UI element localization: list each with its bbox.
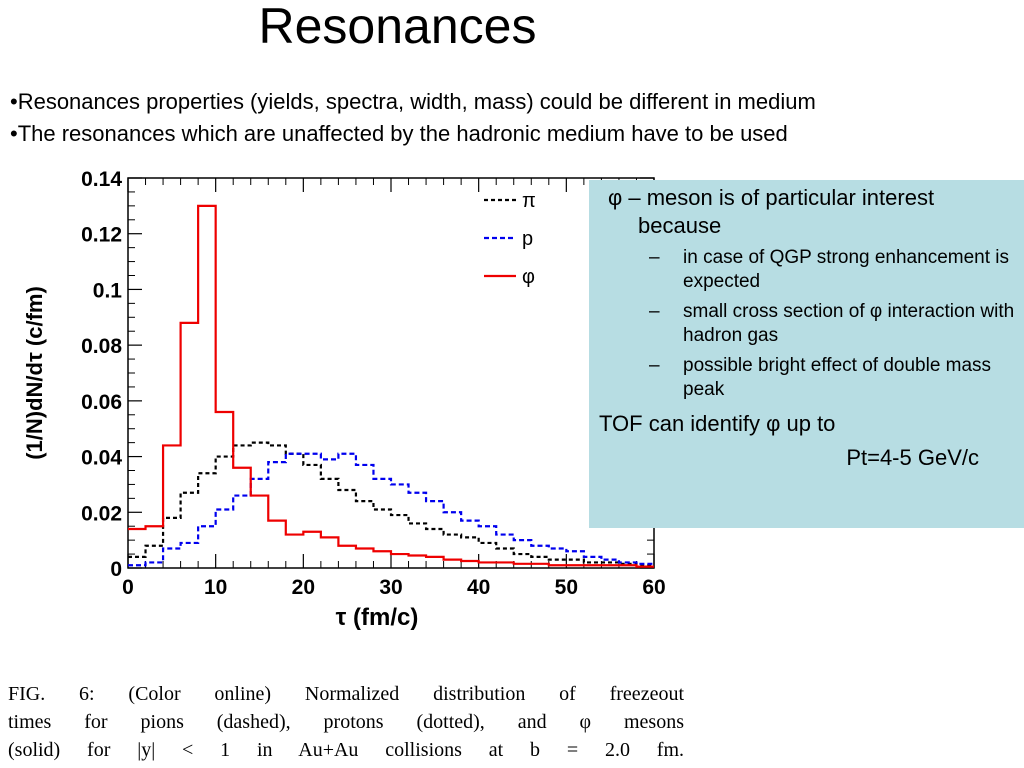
y-tick-label: 0.14: [81, 168, 122, 191]
callout-lead: φ – meson is of particular interest beca…: [608, 185, 935, 238]
x-tick-label: 30: [379, 576, 402, 599]
callout-item-text: in case of QGP strong enhancement is exp…: [683, 247, 1009, 292]
legend-label: p: [522, 228, 533, 250]
caption-line: FIG. 6: (Color online) Normalized distri…: [8, 683, 684, 705]
figure-caption: FIG. 6: (Color online) Normalized distri…: [8, 680, 684, 764]
bullet-item: •The resonances which are unaffected by …: [10, 121, 788, 146]
bullet-item: •Resonances properties (yields, spectra,…: [10, 89, 816, 114]
series-line-1: [128, 452, 654, 567]
x-tick-labels: 0 10 20 30 40 50 60: [122, 576, 666, 599]
x-tick-label: 60: [642, 576, 665, 599]
legend-label: π: [522, 190, 536, 212]
callout-item: – in case of QGP strong enhancement is ex…: [599, 246, 1015, 294]
y-tick-label: 0.12: [81, 224, 122, 247]
y-tick-label: 0.06: [81, 391, 122, 414]
x-tick-label: 50: [555, 576, 578, 599]
x-tick-label: 40: [467, 576, 490, 599]
slide-title: Resonances: [258, 0, 537, 54]
caption-line: times for pions (dashed), protons (dotte…: [8, 711, 684, 733]
series-line-2: [128, 204, 654, 568]
callout-item-text: small cross section of φ interaction wit…: [683, 301, 1015, 346]
y-tick-label: 0: [110, 558, 122, 581]
dash-mark: –: [649, 355, 660, 376]
series-line-0: [128, 441, 654, 567]
legend: πpφ: [484, 190, 536, 288]
pt-line: Pt=4-5 GeV/c: [846, 445, 979, 470]
tof-line: TOF can identify φ up to: [599, 411, 836, 436]
dash-mark: –: [649, 301, 660, 322]
freezeout-chart: 0 0.02 0.04 0.06 0.08 0.1 0.12 0.14 0 10 20 30 40 50…: [22, 168, 666, 631]
dash-mark: –: [649, 247, 660, 268]
x-tick-label: 10: [204, 576, 227, 599]
y-tick-label: 0.08: [81, 335, 122, 358]
callout-item-text: possible bright effect of double mass pe…: [683, 355, 992, 400]
series-layer: [128, 204, 654, 568]
bullet-list: •Resonances properties (yields, spectra,…: [10, 86, 1020, 150]
x-axis-label: τ (fm/c): [336, 604, 419, 631]
x-tick-label: 20: [292, 576, 315, 599]
legend-label: φ: [522, 266, 535, 288]
y-tick-label: 0.04: [81, 447, 122, 470]
y-tick-label: 0.02: [81, 502, 122, 525]
y-tick-labels: 0 0.02 0.04 0.06 0.08 0.1 0.12 0.14: [81, 168, 122, 581]
y-tick-label: 0.1: [93, 279, 123, 302]
caption-line: (solid) for |y| < 1 in Au+Au collisions …: [8, 739, 684, 761]
callout-item: – small cross section of φ interaction wi…: [599, 300, 1015, 348]
x-tick-label: 0: [122, 576, 134, 599]
y-axis-label: (1/N)dN/dτ (c/fm): [22, 286, 47, 460]
phi-meson-callout: φ – meson is of particular interest beca…: [589, 180, 1024, 528]
callout-item: – possible bright effect of double mass p…: [599, 354, 1015, 402]
